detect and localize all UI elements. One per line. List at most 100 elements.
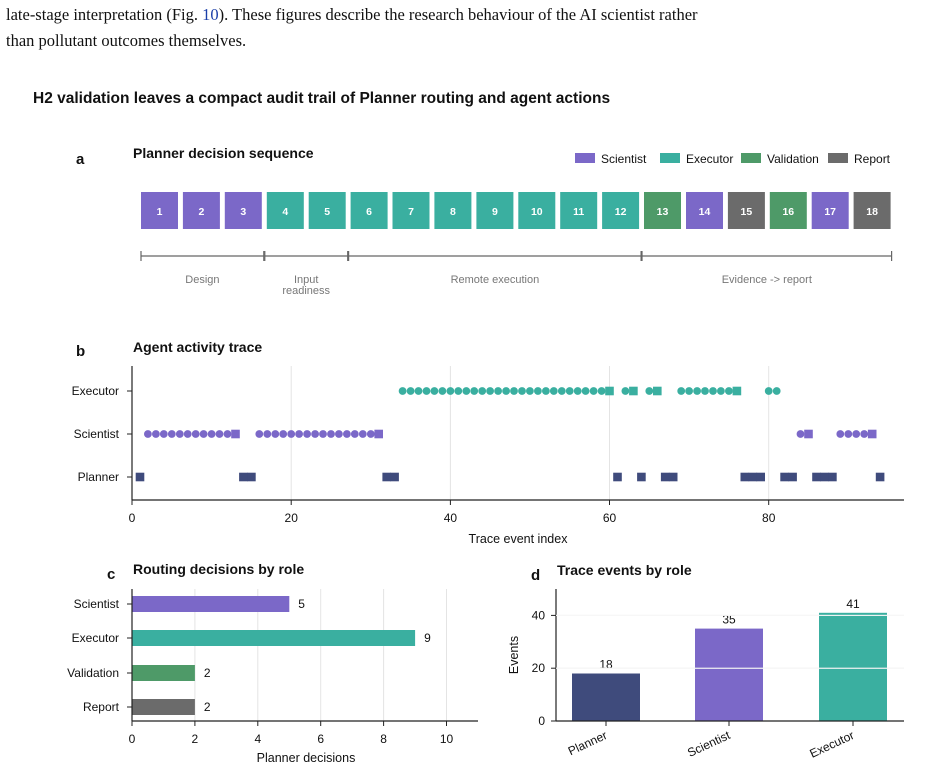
trace-handoff-point: [867, 429, 877, 439]
trace-event-point: [701, 387, 709, 395]
decision-block: [224, 192, 262, 229]
trace-handoff-point: [629, 386, 638, 396]
panel-b-activity-trace: b Agent activity trace Planner Scientist E…: [72, 339, 904, 546]
trace-handoff-point: [748, 472, 758, 482]
y-tick-label: Report: [83, 700, 120, 714]
trace-event-point: [406, 387, 415, 395]
decision-step-label: 7: [408, 206, 414, 218]
intro-line-2: than pollutant outcomes themselves.: [6, 31, 247, 50]
trace-event-point: [693, 387, 701, 395]
trace-event-point: [358, 430, 367, 438]
decision-step-label: 6: [366, 206, 372, 218]
trace-event-point: [852, 430, 861, 438]
x-tick-label: Planner: [566, 728, 609, 758]
panel-b-y-ticks: Planner Scientist Executor: [72, 384, 132, 484]
trace-event-point: [844, 430, 853, 438]
trace-handoff-point: [613, 472, 622, 482]
phase-label: Input: [294, 274, 318, 286]
trace-event-point: [414, 387, 423, 395]
decision-step-label: 10: [531, 206, 543, 218]
x-tick-label: 0: [129, 511, 136, 525]
bar-value-label: 2: [204, 666, 211, 680]
trace-event-point: [152, 430, 160, 438]
panel-b-x-ticks: 0 20 40 60 80: [129, 500, 776, 525]
legend-label-executor: Executor: [686, 152, 733, 166]
bar-value-label: 5: [298, 597, 305, 611]
trace-handoff-point: [374, 429, 383, 439]
decision-step-label: 4: [282, 206, 288, 218]
trace-event-point: [398, 387, 407, 395]
trace-event-point: [422, 387, 431, 395]
trace-event-point: [772, 387, 781, 395]
trace-event-point: [549, 387, 558, 395]
decision-block: [644, 192, 681, 229]
trace-handoff-point: [653, 386, 662, 396]
figure-title: H2 validation leaves a compact audit tra…: [33, 90, 611, 107]
bar-report: [132, 699, 195, 715]
trace-handoff-point: [788, 472, 797, 482]
trace-event-point: [255, 430, 264, 438]
phase-label: readiness: [282, 285, 330, 297]
panel-d-bars: 18 35 41: [572, 597, 887, 721]
trace-handoff-point: [247, 472, 256, 482]
trace-event-point: [645, 387, 654, 395]
trace-event-point: [494, 387, 502, 395]
trace-event-point: [565, 387, 574, 395]
figure-reference-link[interactable]: 10: [202, 5, 219, 24]
trace-event-point: [144, 430, 152, 438]
decision-block: [308, 192, 346, 229]
panel-c-routing-decisions: c Routing decisions by role 5 Scientist 9 E…: [67, 561, 478, 765]
bar-executor: [132, 630, 416, 646]
legend-swatch-executor: [660, 153, 680, 163]
x-tick-label: 2: [192, 732, 199, 746]
trace-event-point: [717, 387, 725, 395]
trace-event-point: [430, 387, 439, 395]
trace-handoff-point: [239, 472, 248, 482]
trace-event-point: [589, 387, 598, 395]
legend-swatch-scientist: [575, 153, 595, 163]
decision-step-label: 13: [657, 206, 669, 218]
trace-event-point: [542, 387, 550, 395]
decision-step-label: 18: [866, 206, 878, 218]
trace-event-point: [263, 430, 272, 438]
trace-event-point: [319, 430, 327, 438]
trace-event-point: [279, 430, 288, 438]
trace-event-point: [478, 387, 487, 395]
trace-handoff-point: [231, 429, 240, 439]
trace-event-point: [191, 430, 200, 438]
panel-d-y-ticks: 0 20 40: [532, 608, 556, 728]
x-tick-label: Executor: [807, 728, 856, 761]
y-tick-label: 0: [538, 714, 545, 728]
decision-block: [350, 192, 388, 229]
trace-handoff-point: [804, 429, 813, 439]
decision-block: [392, 192, 430, 229]
x-tick-label: 4: [254, 732, 261, 746]
x-tick-label: 0: [129, 732, 136, 746]
panel-b-x-label: Trace event index: [469, 532, 569, 546]
decision-step-label: 1: [157, 206, 163, 218]
trace-event-point: [287, 430, 296, 438]
bar-value-label: 35: [722, 613, 736, 627]
panel-c-bars: 5 Scientist 9 Executor 2 Validation 2 Report: [67, 596, 431, 715]
y-tick-label: Executor: [72, 384, 119, 398]
panel-c-title: Routing decisions by role: [133, 561, 304, 577]
panel-d-grid: [556, 614, 904, 669]
trace-event-point: [534, 387, 542, 395]
decision-block: [476, 192, 514, 229]
legend-swatch-validation: [741, 153, 761, 163]
y-tick-label: 20: [532, 661, 546, 675]
bar-validation: [132, 665, 195, 681]
x-tick-label: 20: [285, 511, 299, 525]
trace-handoff-point: [135, 472, 145, 482]
intro-text-before-ref: late-stage interpretation (Fig.: [6, 5, 203, 24]
trace-handoff-point: [875, 472, 885, 482]
trace-event-point: [573, 387, 582, 395]
panel-a-title: Planner decision sequence: [133, 145, 314, 161]
panel-d-x-ticks: Planner Scientist Executor: [566, 721, 856, 761]
y-tick-label: Validation: [67, 666, 119, 680]
legend-label-report: Report: [854, 152, 891, 166]
trace-event-point: [446, 387, 455, 395]
legend-swatch-report: [828, 153, 848, 163]
trace-event-point: [350, 430, 359, 438]
